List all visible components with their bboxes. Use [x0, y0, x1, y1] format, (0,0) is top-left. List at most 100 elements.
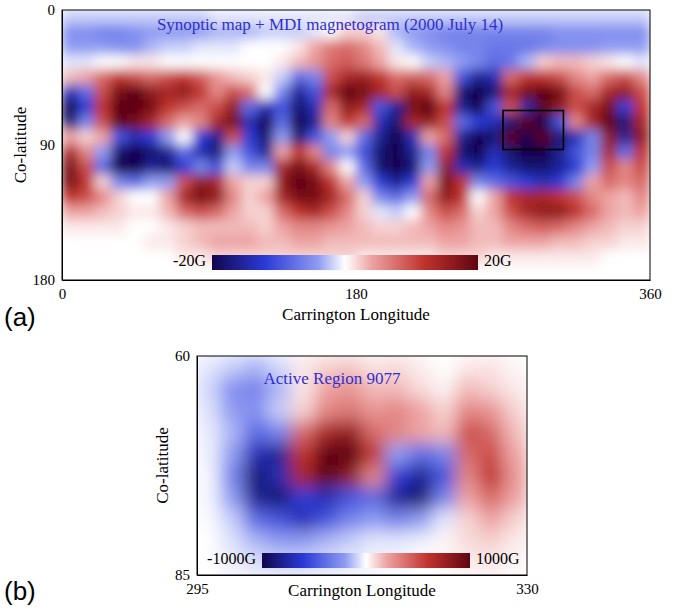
heatmap-cell: [437, 205, 454, 221]
heatmap-cell: [291, 465, 316, 488]
heatmap-cell: [568, 190, 585, 206]
heatmap-cell: [258, 130, 275, 146]
x-axis-title: Carrington Longitude: [282, 305, 430, 324]
heatmap-cell: [601, 235, 618, 251]
heatmap-cell: [274, 100, 291, 116]
heatmap-cell: [503, 190, 520, 206]
heatmap-cell: [388, 130, 405, 146]
heatmap-cell: [339, 40, 356, 56]
heatmap-cell: [290, 130, 307, 146]
tick-label: 60: [175, 348, 190, 364]
heatmap-cell: [385, 487, 410, 510]
heatmap-cell: [437, 175, 454, 191]
heatmap-cell: [535, 250, 552, 266]
heatmap-cell: [339, 205, 356, 221]
tick-label: 180: [345, 286, 368, 302]
heatmap-cell: [385, 531, 410, 554]
heatmap-cell: [388, 55, 405, 71]
heatmap-cell: [307, 55, 324, 71]
heatmap-cell: [486, 100, 503, 116]
heatmap-cell: [62, 130, 79, 146]
heatmap-cell: [307, 205, 324, 221]
heatmap-cell: [290, 160, 307, 176]
heatmap-cell: [258, 55, 275, 71]
heatmap-cell: [111, 175, 128, 191]
heatmap-cell: [552, 25, 569, 41]
heatmap-cell: [176, 145, 193, 161]
heatmap-cell: [192, 130, 209, 146]
heatmap-cell: [127, 145, 144, 161]
panel-label: (a): [4, 302, 36, 332]
heatmap-cell: [323, 100, 340, 116]
heatmap-cell: [62, 235, 79, 251]
heatmap-cell: [244, 509, 269, 532]
heatmap-cell: [503, 220, 520, 236]
heatmap-cell: [470, 220, 487, 236]
heatmap-cell: [479, 509, 504, 532]
heatmap-cell: [385, 465, 410, 488]
heatmap-cell: [372, 55, 389, 71]
heatmap-cell: [568, 235, 585, 251]
heatmap-cell: [633, 10, 650, 26]
heatmap-cell: [143, 175, 160, 191]
heatmap-cell: [338, 443, 363, 466]
heatmap-cell: [362, 399, 387, 422]
heatmap-cell: [535, 190, 552, 206]
heatmap-cell: [62, 190, 79, 206]
heatmap-cell: [568, 145, 585, 161]
heatmap-cell: [432, 377, 457, 400]
heatmap-cell: [405, 220, 422, 236]
heatmap-cell: [601, 10, 618, 26]
heatmap-cell: [535, 85, 552, 101]
heatmap-cell: [258, 190, 275, 206]
heatmap-cell: [307, 115, 324, 131]
heatmap-cell: [356, 70, 373, 86]
heatmap-cell: [143, 130, 160, 146]
heatmap-cell: [78, 250, 95, 266]
heatmap-cell: [388, 205, 405, 221]
heatmap-cell: [519, 40, 536, 56]
heatmap-cell: [307, 40, 324, 56]
heatmap-cell: [323, 70, 340, 86]
heatmap-cell: [503, 487, 527, 510]
heatmap-cell: [78, 130, 95, 146]
heatmap-cell: [78, 145, 95, 161]
heatmap-cell: [307, 85, 324, 101]
tick: 360: [639, 280, 662, 302]
color-bar-label: -1000G: [207, 550, 256, 567]
heatmap-cell: [267, 465, 292, 488]
heatmap-cell: [94, 175, 111, 191]
heatmap-cell: [372, 205, 389, 221]
heatmap-cell: [568, 130, 585, 146]
heatmap-cell: [323, 145, 340, 161]
heatmap-cell: [503, 175, 520, 191]
heatmap-cell: [111, 235, 128, 251]
heatmap-cell: [470, 160, 487, 176]
heatmap-cell: [584, 250, 601, 266]
tick-label: 330: [516, 581, 539, 597]
tick-label: 90: [40, 137, 55, 153]
heatmap-cell: [552, 10, 569, 26]
heatmap-cell: [94, 145, 111, 161]
heatmap-cell: [372, 190, 389, 206]
heatmap-cell: [241, 160, 258, 176]
heatmap-cell: [323, 205, 340, 221]
heatmap-cell: [601, 250, 618, 266]
heatmap-cell: [160, 160, 177, 176]
heatmap-cell: [535, 205, 552, 221]
heatmap-cell: [111, 85, 128, 101]
heatmap-cell: [274, 235, 291, 251]
heatmap-cell: [78, 25, 95, 41]
heatmap-cell: [372, 160, 389, 176]
tick: 180: [33, 272, 63, 288]
heatmap-cell: [111, 250, 128, 266]
heatmap-cell: [339, 115, 356, 131]
heatmap-cell: [62, 55, 79, 71]
heatmap-cell: [372, 115, 389, 131]
heatmap-cell: [503, 205, 520, 221]
heatmap-cell: [62, 250, 79, 266]
heatmap-cell: [503, 55, 520, 71]
heatmap-cell: [143, 205, 160, 221]
heatmap-cell: [160, 70, 177, 86]
heatmap-cell: [111, 40, 128, 56]
